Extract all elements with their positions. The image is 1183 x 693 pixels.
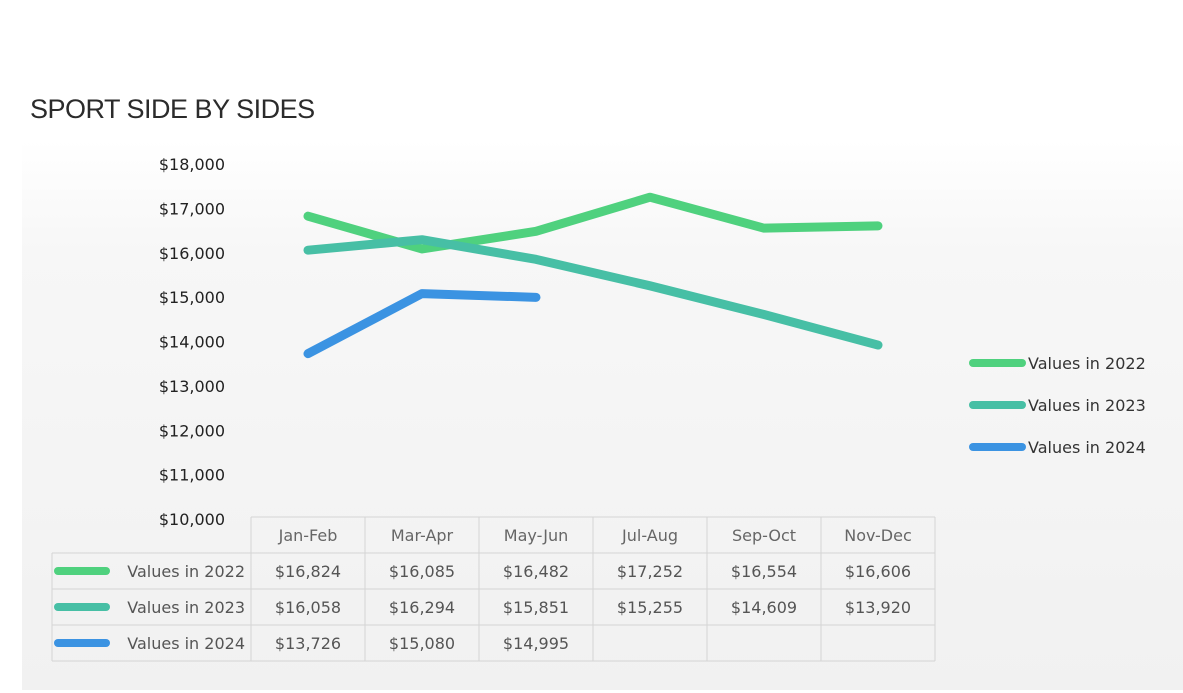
y-tick-label: $17,000 <box>159 199 225 218</box>
series-line-2 <box>303 235 883 350</box>
table-cell: $16,482 <box>503 562 569 581</box>
table-cell: $14,995 <box>503 634 569 653</box>
table-cell: $16,824 <box>275 562 341 581</box>
chart-panel <box>22 140 1183 690</box>
legend-label: Values in 2022 <box>1028 354 1146 373</box>
y-tick-label: $18,000 <box>159 155 225 174</box>
x-category-label: Mar-Apr <box>391 526 454 545</box>
y-tick-label: $12,000 <box>159 421 225 440</box>
table-cell: $16,058 <box>275 598 341 617</box>
x-category-label: Jan-Feb <box>278 526 338 545</box>
x-category-label: Sep-Oct <box>732 526 796 545</box>
table-cell: $14,609 <box>731 598 797 617</box>
y-tick-label: $13,000 <box>159 377 225 396</box>
data-table: Jan-Feb Mar-Apr May-Jun Jul-Aug Sep-Oct Nov-D… <box>51 516 936 662</box>
y-tick-label: $14,000 <box>159 333 225 352</box>
x-category-label: Jul-Aug <box>621 526 678 545</box>
y-tick-label: $10,000 <box>159 510 225 529</box>
table-cell: $16,606 <box>845 562 911 581</box>
table-series-label: Values in 2023 <box>127 598 245 617</box>
table-cell: $13,920 <box>845 598 911 617</box>
legend-label: Values in 2024 <box>1028 438 1146 457</box>
table-series-label: Values in 2022 <box>127 562 245 581</box>
y-tick-label: $16,000 <box>159 244 225 263</box>
table-cell: $16,554 <box>731 562 797 581</box>
series-line-3 <box>303 289 541 359</box>
table-cell: $15,851 <box>503 598 569 617</box>
chart-title: SPORT SIDE BY SIDES <box>30 94 315 124</box>
table-cell: $15,255 <box>617 598 683 617</box>
table-cell: $16,294 <box>389 598 455 617</box>
table-cell: $16,085 <box>389 562 455 581</box>
table-series-label: Values in 2024 <box>127 634 245 653</box>
x-category-label: May-Jun <box>504 526 568 545</box>
y-tick-label: $15,000 <box>159 288 225 307</box>
table-cell: $13,726 <box>275 634 341 653</box>
legend-label: Values in 2023 <box>1028 396 1146 415</box>
table-cell: $17,252 <box>617 562 683 581</box>
x-category-label: Nov-Dec <box>844 526 912 545</box>
y-axis: $18,000 $17,000 $16,000 $15,000 $14,000 $13,0… <box>159 155 225 529</box>
y-tick-label: $11,000 <box>159 466 225 485</box>
plot-area <box>303 192 883 359</box>
legend: Values in 2022 Values in 2023 Values in 20… <box>969 354 1146 457</box>
table-cell: $15,080 <box>389 634 455 653</box>
